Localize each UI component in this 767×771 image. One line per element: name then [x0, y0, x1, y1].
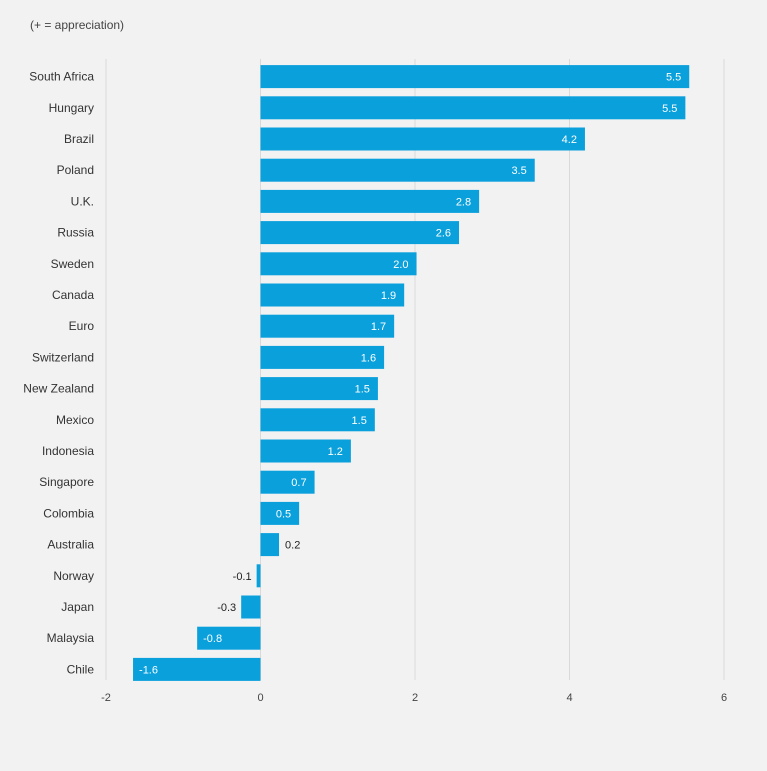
- data-label: 2.6: [436, 228, 451, 240]
- x-tick-label: 4: [566, 692, 572, 704]
- bar: [260, 158, 535, 182]
- category-label: Colombia: [43, 506, 94, 520]
- data-label: 1.6: [361, 352, 376, 364]
- bar: [260, 221, 460, 245]
- category-label: Russia: [57, 226, 94, 240]
- data-label: 0.7: [291, 477, 306, 489]
- category-label: Australia: [47, 538, 94, 552]
- bar: [260, 470, 315, 494]
- bar: [260, 501, 300, 525]
- bar: [133, 657, 261, 681]
- bar: [260, 439, 351, 463]
- category-label: Brazil: [64, 132, 94, 146]
- category-label: Sweden: [51, 257, 94, 271]
- x-tick-label: -2: [101, 692, 111, 704]
- data-label: 1.5: [352, 415, 367, 427]
- category-label: Euro: [69, 319, 95, 333]
- category-label: Japan: [61, 600, 94, 614]
- bar: [260, 96, 686, 120]
- category-label: Chile: [67, 662, 95, 676]
- category-label: Poland: [57, 163, 94, 177]
- bar: [197, 626, 261, 650]
- category-label: New Zealand: [23, 382, 94, 396]
- category-label: Mexico: [56, 413, 94, 427]
- chart-note: (+ = appreciation): [30, 18, 125, 32]
- bar: [260, 189, 480, 213]
- data-label: -0.3: [217, 602, 236, 614]
- bar: [260, 127, 585, 151]
- data-label: 1.9: [381, 290, 396, 302]
- data-label: 2.8: [456, 196, 471, 208]
- category-label: Malaysia: [47, 631, 95, 645]
- data-label: 5.5: [662, 103, 677, 115]
- category-label: U.K.: [71, 194, 94, 208]
- bar: [260, 314, 395, 338]
- bar: [260, 252, 417, 276]
- category-label: Canada: [52, 288, 94, 302]
- bar: [260, 408, 375, 432]
- data-label: 1.5: [355, 384, 370, 396]
- data-label: 0.5: [276, 508, 291, 520]
- data-label: 0.2: [285, 540, 300, 552]
- bar: [260, 283, 405, 307]
- x-tick-label: 0: [257, 692, 263, 704]
- data-label: -0.8: [203, 633, 222, 645]
- bars: [133, 65, 690, 681]
- data-label: -0.1: [233, 571, 252, 583]
- x-tick-label: 2: [412, 692, 418, 704]
- data-label: 4.2: [562, 134, 577, 146]
- bar: [256, 564, 261, 588]
- x-tick-label: 6: [721, 692, 727, 704]
- bar: [241, 595, 261, 619]
- data-label: 5.5: [666, 72, 681, 84]
- category-label: Indonesia: [42, 444, 94, 458]
- bar: [260, 533, 280, 557]
- data-label: -1.6: [139, 664, 158, 676]
- category-label: Singapore: [39, 475, 94, 489]
- category-label: Switzerland: [32, 350, 94, 364]
- category-labels: South Africa 5.5 Hungary 5.5 Brazil 4.2 Poland…: [23, 70, 681, 677]
- category-label: Hungary: [49, 101, 94, 115]
- x-axis-ticks: -2 0 2 4 6: [101, 692, 727, 704]
- category-label: South Africa: [29, 70, 94, 84]
- bar: [260, 345, 385, 369]
- category-label: Norway: [53, 569, 94, 583]
- bar: [260, 377, 378, 401]
- grid-lines: [105, 59, 725, 680]
- data-label: 3.5: [511, 165, 526, 177]
- bar: [260, 65, 690, 89]
- data-label: 1.7: [371, 321, 386, 333]
- data-label: 1.2: [328, 446, 343, 458]
- data-label: 2.0: [393, 259, 408, 271]
